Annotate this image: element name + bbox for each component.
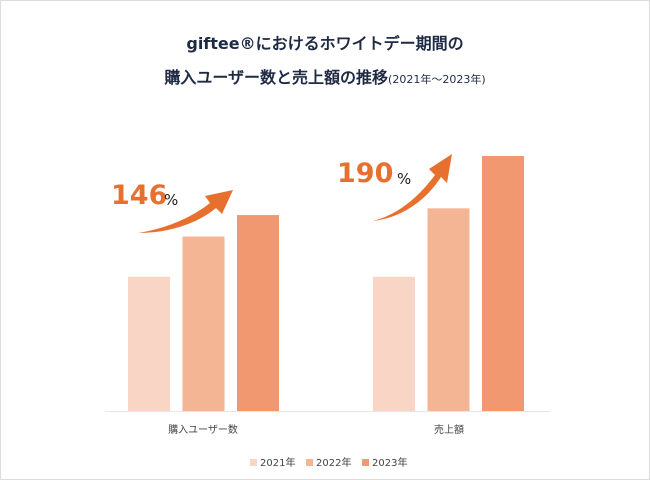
- legend-swatch: [362, 459, 369, 466]
- subtitle-range: (2021年～2023年): [388, 73, 486, 86]
- bar-2023-0: [237, 215, 279, 411]
- growth-arrow-icon: [373, 154, 452, 221]
- bar-2021-0: [128, 276, 170, 411]
- legend: 2021年 2022年 2023年: [250, 456, 407, 469]
- bar-2021-1: [373, 276, 415, 411]
- bar-2022-0: [182, 236, 225, 411]
- growth-unit-users: %: [164, 191, 178, 209]
- legend-swatch: [250, 459, 257, 466]
- growth-value-users: 146: [111, 180, 167, 211]
- bars: [128, 156, 524, 411]
- chart-subtitle: 購入ユーザー数と売上額の推移(2021年～2023年): [0, 64, 650, 88]
- growth-value-sales: 190: [337, 158, 393, 189]
- x-tick-label: 購入ユーザー数: [168, 423, 238, 436]
- legend-swatch: [306, 459, 313, 466]
- growth-unit-sales: %: [397, 170, 411, 188]
- legend-label: 2023年: [372, 456, 407, 469]
- bar-2023-1: [482, 156, 524, 411]
- subtitle-main: 購入ユーザー数と売上額の推移: [164, 68, 389, 87]
- legend-label: 2022年: [316, 456, 351, 469]
- bar-2022-1: [427, 208, 470, 411]
- chart-title: giftee®におけるホワイトデー期間の: [186, 34, 464, 53]
- x-tick-label: 売上額: [434, 423, 464, 436]
- growth-arrow-icon: [138, 190, 233, 233]
- legend-label: 2021年: [260, 456, 295, 469]
